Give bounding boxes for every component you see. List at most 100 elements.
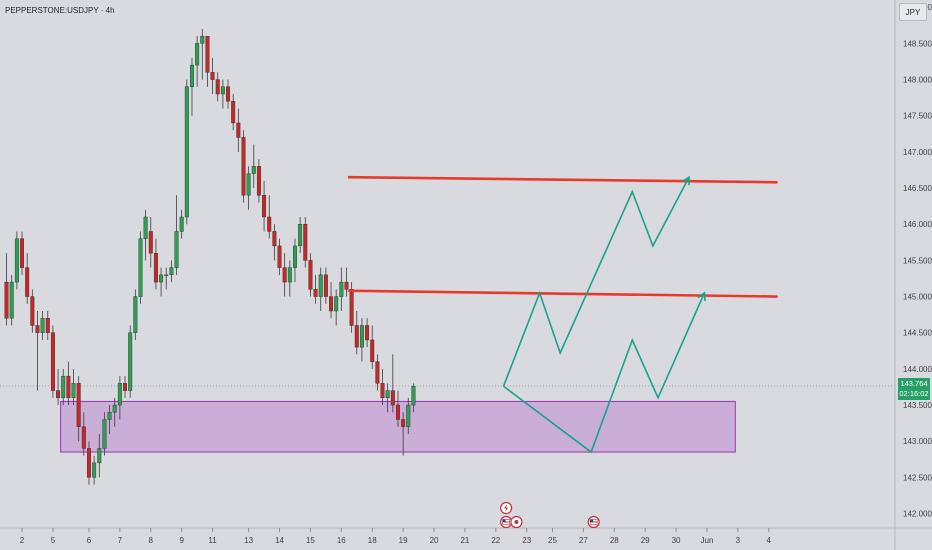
x-tick-label: 19: [399, 536, 408, 545]
candle: [61, 368, 66, 406]
candle-body: [30, 296, 35, 326]
y-tick-label: 142.000: [903, 510, 932, 519]
x-tick-label: 20: [430, 536, 439, 545]
candle: [256, 159, 261, 203]
candle-body: [370, 339, 375, 362]
candle-body: [45, 318, 50, 333]
candle: [153, 238, 158, 290]
x-tick-label: 8: [149, 536, 154, 545]
candle-body: [71, 383, 76, 399]
candle-body: [9, 281, 14, 319]
candle-body: [143, 216, 148, 239]
candle-body: [123, 383, 127, 391]
candle-body: [164, 274, 169, 277]
y-tick-label: 143.500: [903, 401, 932, 410]
candle-body: [380, 383, 385, 399]
candle: [138, 231, 143, 304]
candle-body: [153, 252, 158, 283]
candle-body: [210, 72, 215, 80]
candle-body: [220, 86, 225, 95]
event-icon[interactable]: [510, 515, 523, 529]
y-tick-label: 145.000: [903, 293, 932, 302]
last-price-tag: 143.764 02:16:02: [898, 378, 930, 400]
candle: [298, 216, 303, 254]
candle: [308, 253, 313, 297]
us-flag-icon[interactable]: [500, 515, 513, 529]
candle: [40, 311, 45, 340]
candle-body: [329, 296, 333, 312]
candle-body: [61, 375, 66, 399]
candle: [117, 376, 122, 420]
candle-body: [205, 35, 210, 73]
flag-stripe: [590, 521, 598, 523]
currency-button[interactable]: JPY: [899, 3, 927, 21]
y-tick-label: 146.500: [903, 184, 932, 193]
candle-body: [375, 361, 380, 384]
candle: [81, 412, 86, 456]
candle-body: [354, 325, 359, 348]
candle-body: [117, 383, 122, 406]
x-tick-label: 3: [736, 536, 741, 545]
candle-body: [411, 386, 416, 406]
candle: [215, 72, 220, 102]
candle: [329, 282, 333, 319]
candle-body: [365, 325, 370, 341]
y-tick-label: 143.000: [903, 437, 932, 446]
x-tick-label: 23: [522, 536, 531, 545]
candle: [339, 267, 344, 312]
candle-body: [86, 448, 91, 478]
candle: [293, 238, 297, 283]
candle-body: [128, 332, 133, 391]
x-tick-label: 27: [579, 536, 588, 545]
candle: [123, 376, 127, 398]
y-tick-label: 148.000: [903, 76, 932, 85]
projection-path[interactable]: [503, 292, 706, 454]
x-tick-label: 22: [491, 536, 500, 545]
candle-body: [303, 224, 308, 261]
candle: [45, 311, 50, 340]
candle: [323, 267, 328, 304]
candle-body: [349, 289, 354, 326]
us-flag-icon[interactable]: [587, 515, 600, 529]
projection-path[interactable]: [502, 176, 690, 387]
candle-body: [184, 86, 189, 218]
event-dot: [514, 520, 519, 524]
candle-body: [313, 289, 318, 297]
candle: [4, 253, 9, 326]
bar-countdown: 02:16:02: [899, 389, 929, 398]
candle-body: [107, 412, 112, 420]
candle-body: [66, 375, 71, 399]
y-tick-label: 144.500: [903, 329, 932, 338]
last-price: 143.764: [900, 379, 928, 388]
x-tick-label: 6: [87, 536, 92, 545]
candle: [267, 195, 272, 239]
candle-body: [97, 448, 102, 464]
candle-body: [40, 318, 45, 333]
resistance-line[interactable]: [347, 175, 778, 184]
candle: [195, 36, 200, 87]
candle: [251, 144, 256, 189]
flag-canton: [502, 519, 506, 522]
candle: [220, 79, 225, 109]
candle: [385, 383, 390, 413]
lightning-icon[interactable]: [500, 501, 513, 515]
candle-body: [112, 404, 117, 413]
candle: [313, 274, 318, 304]
candle: [169, 260, 174, 283]
x-tick-label: 4: [767, 536, 772, 545]
candle-body: [50, 332, 55, 391]
candle: [282, 253, 287, 297]
candle: [128, 325, 133, 398]
candle: [35, 311, 40, 391]
candle-body: [344, 281, 349, 290]
y-tick-label: 146.000: [903, 220, 932, 229]
flag-canton: [590, 519, 594, 522]
candle: [226, 79, 230, 109]
candle: [401, 412, 406, 456]
candle: [56, 368, 61, 406]
candle-body: [293, 245, 297, 268]
candle-body: [35, 325, 40, 333]
candle-body: [189, 64, 194, 87]
